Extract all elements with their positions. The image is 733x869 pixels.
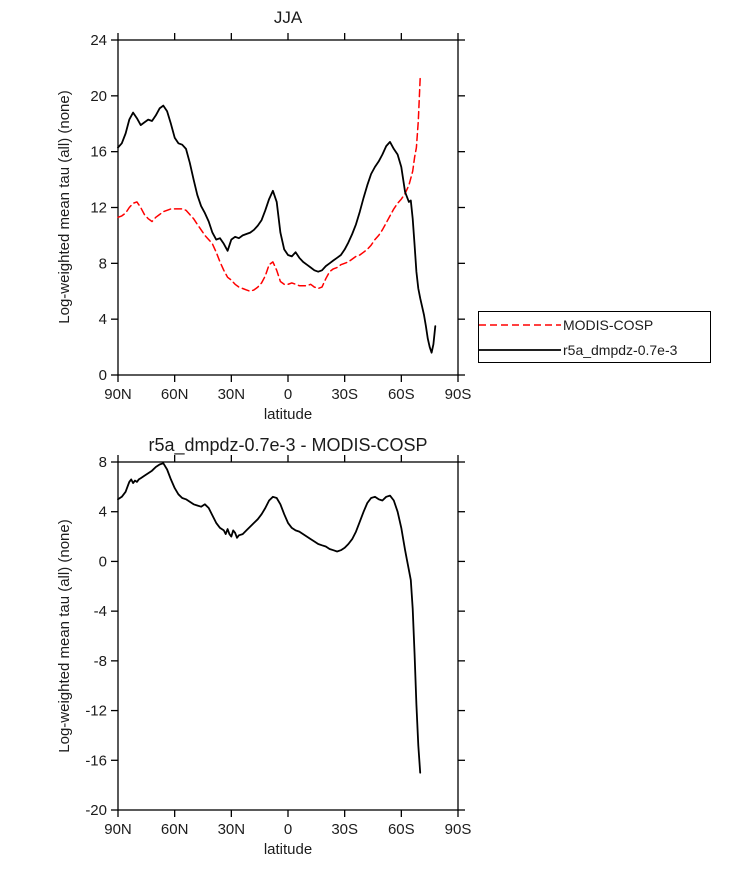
top-x-axis-label: latitude xyxy=(263,406,313,423)
y-tick-label: 12 xyxy=(90,200,107,217)
series-line-r5a_dmpdz-0.7e-3 xyxy=(117,104,437,354)
top-y-axis-label: Log-weighted mean tau (all) (none) xyxy=(56,90,73,324)
y-tick-label: 0 xyxy=(99,367,107,384)
y-tick-label: 4 xyxy=(99,311,107,328)
y-tick-label: -12 xyxy=(85,703,107,720)
x-tick-label: 30S xyxy=(331,386,358,403)
diff-chart-title: r5a_dmpdz-0.7e-3 - MODIS-COSP xyxy=(148,435,428,455)
diff-plot-frame xyxy=(117,461,459,811)
y-tick-label: 0 xyxy=(99,553,107,570)
legend-item-modis-cosp: MODIS-COSP xyxy=(479,317,710,333)
legend-item-r5a: r5a_dmpdz-0.7e-3 xyxy=(479,342,710,358)
x-tick-label: 30N xyxy=(218,821,246,838)
x-tick-label: 60N xyxy=(161,821,189,838)
top-chart-title: JJA xyxy=(273,8,303,27)
y-tick-label: -4 xyxy=(94,603,107,620)
x-tick-label: 60S xyxy=(388,386,415,403)
x-tick-label: 30S xyxy=(331,821,358,838)
legend-dashed-line-icon xyxy=(479,323,561,326)
x-tick-label: 60S xyxy=(388,821,415,838)
y-tick-label: 24 xyxy=(90,32,107,49)
x-tick-label: 30N xyxy=(218,386,246,403)
y-tick-label: 16 xyxy=(90,144,107,161)
y-tick-label: -16 xyxy=(85,752,107,769)
y-tick-label: -20 xyxy=(85,802,107,819)
legend-box: MODIS-COSP r5a_dmpdz-0.7e-3 xyxy=(478,311,711,363)
y-tick-label: 20 xyxy=(90,88,107,105)
top-plot-frame xyxy=(117,39,459,376)
series-line-MODIS-COSP xyxy=(117,76,421,293)
diff-y-axis-label: Log-weighted mean tau (all) (none) xyxy=(56,519,73,753)
x-tick-label: 60N xyxy=(161,386,189,403)
x-tick-label: 0 xyxy=(284,386,292,403)
legend-solid-line-icon xyxy=(479,348,561,351)
y-tick-label: 8 xyxy=(99,454,107,471)
x-tick-label: 90S xyxy=(445,821,472,838)
series-line-r5a_dmpdz-0.7e-3 minus MODIS-COSP xyxy=(117,462,422,774)
x-tick-label: 90S xyxy=(445,386,472,403)
y-tick-label: 8 xyxy=(99,255,107,272)
legend-label-r5a: r5a_dmpdz-0.7e-3 xyxy=(563,341,678,358)
x-tick-label: 90N xyxy=(104,386,132,403)
diff-x-axis-label: latitude xyxy=(263,841,313,858)
y-tick-label: -8 xyxy=(94,653,107,670)
x-tick-label: 0 xyxy=(284,821,292,838)
legend-label-modis-cosp: MODIS-COSP xyxy=(563,316,654,333)
x-tick-label: 90N xyxy=(104,821,132,838)
y-tick-label: 4 xyxy=(99,504,107,521)
